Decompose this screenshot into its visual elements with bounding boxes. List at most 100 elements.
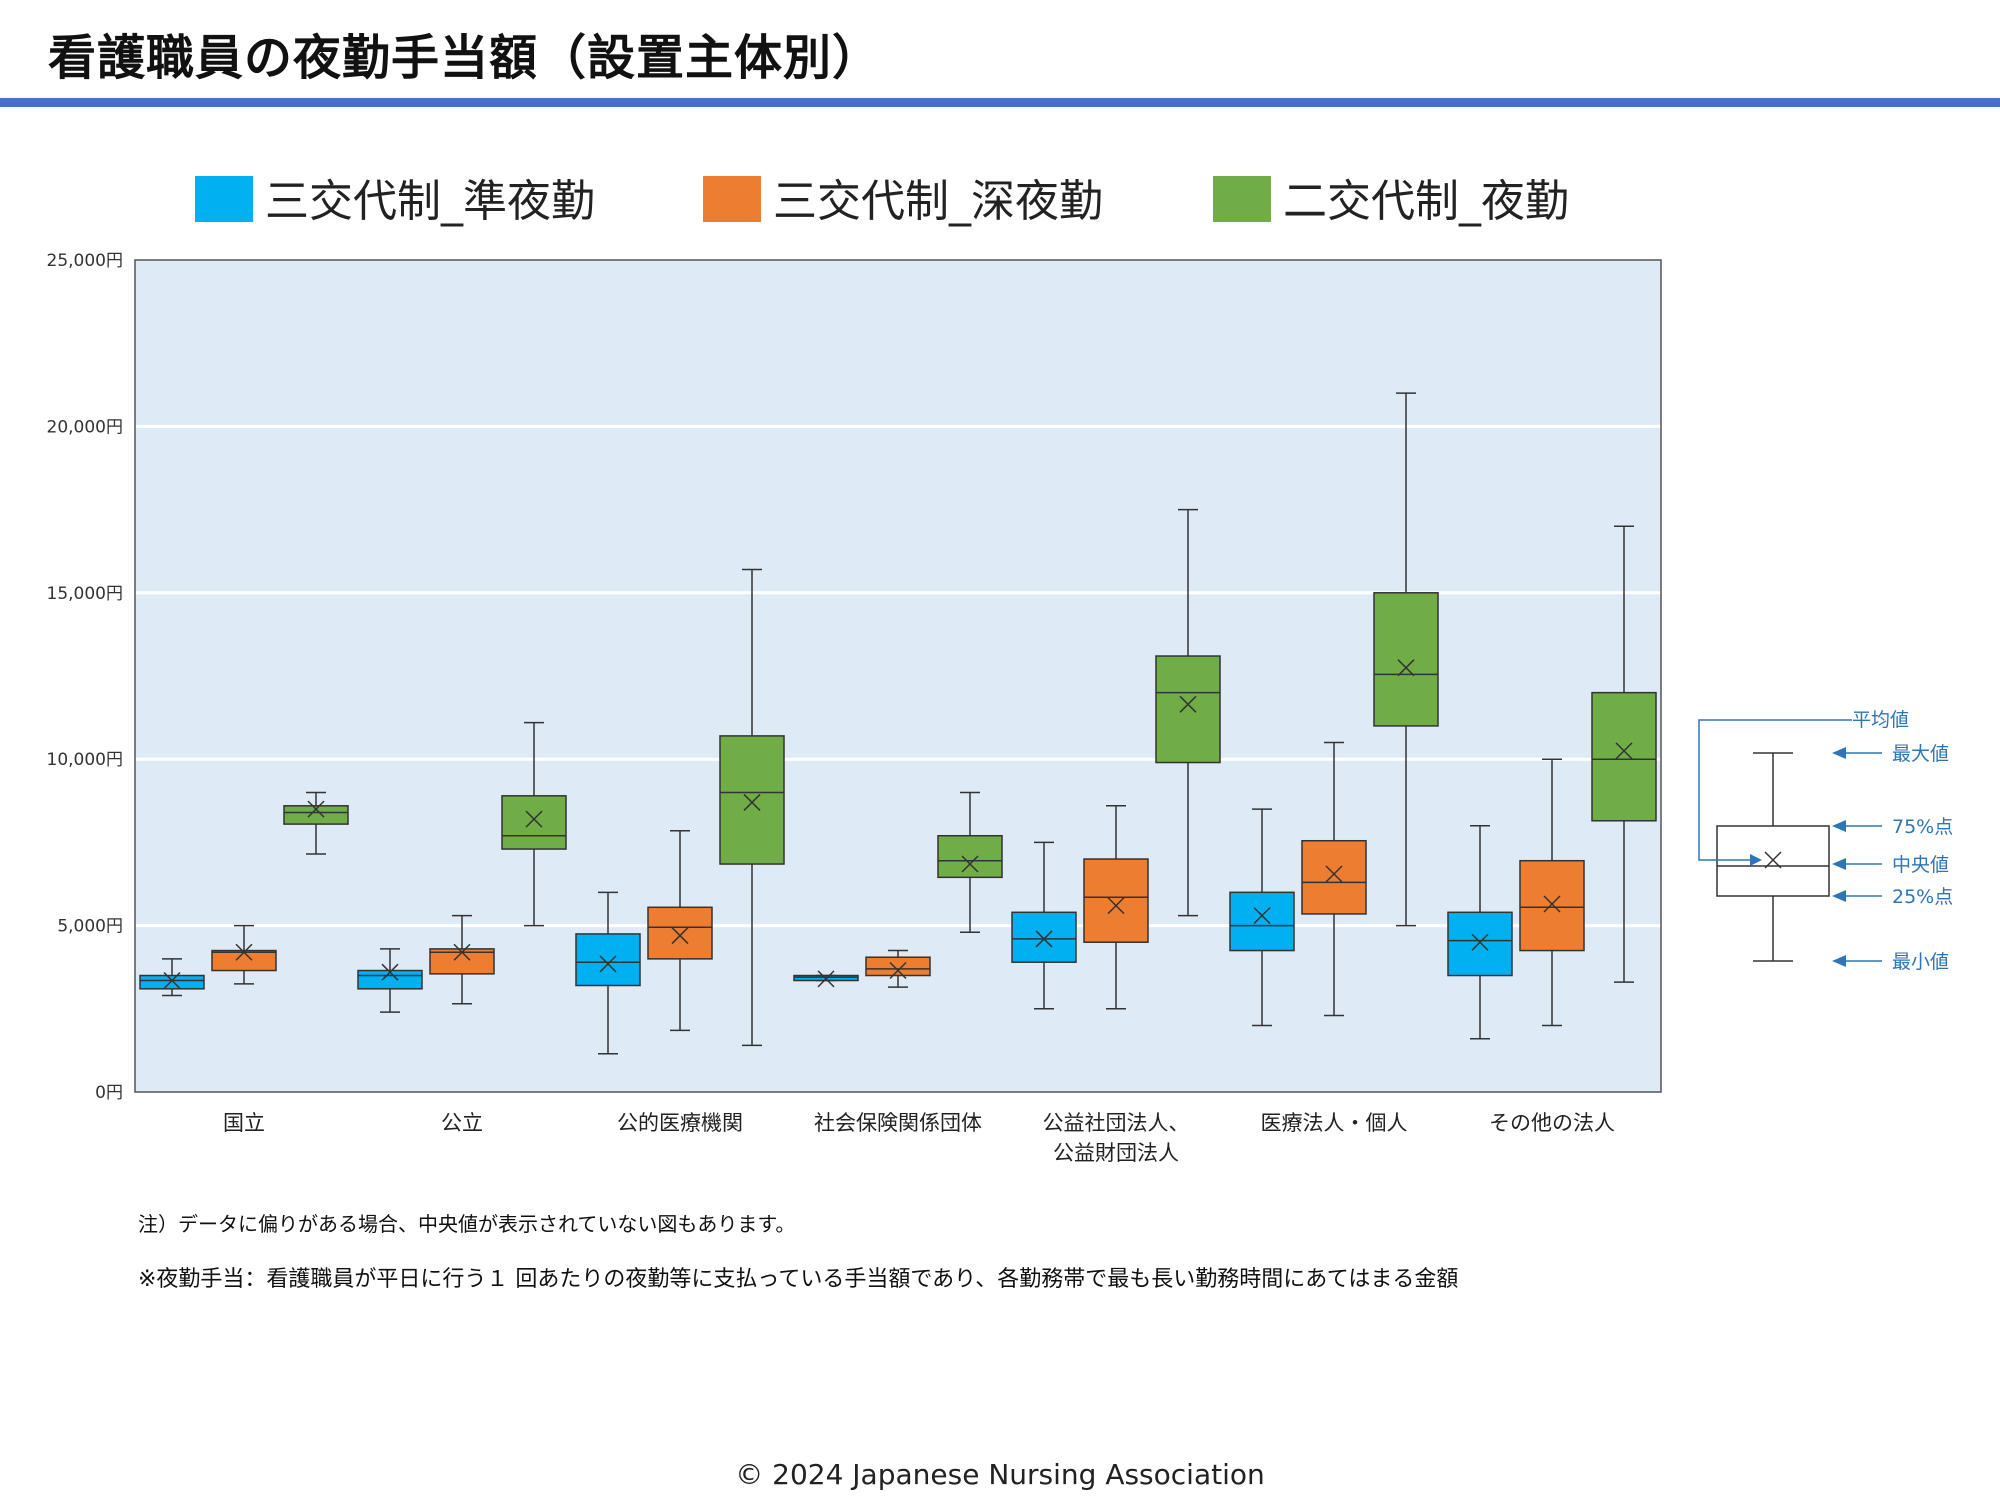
- mean-marker: [599, 955, 617, 973]
- box-iqr: [357, 969, 423, 990]
- box-iqr: [1155, 655, 1221, 764]
- guide-label-q3: 75%点: [1892, 816, 1953, 838]
- mean-marker: [671, 927, 689, 945]
- mean-marker: [1325, 865, 1343, 883]
- box-iqr: [1447, 911, 1513, 977]
- guide-label-median: 中央値: [1892, 854, 1949, 876]
- mean-marker: [1179, 695, 1197, 713]
- notes: 注）データに偏りがある場合、中央値が表示されていない図もあります。 ※夜勤手当：…: [138, 1208, 1458, 1293]
- x-tick-label: 公的医療機関: [617, 1111, 743, 1135]
- box-cat2-s1: [647, 830, 713, 1032]
- mean-marker: [1035, 930, 1053, 948]
- box-cat1-s0: [357, 948, 423, 1013]
- box-iqr: [647, 906, 713, 960]
- guide-box: [1716, 752, 1830, 962]
- page-title: 看護職員の夜勤手当額（設置主体別）: [48, 30, 882, 86]
- boxes: [139, 392, 1657, 1055]
- x-tick-label: 医療法人・個人: [1261, 1111, 1408, 1135]
- arrow-icon: [1832, 890, 1846, 902]
- arrow-icon: [1832, 955, 1846, 967]
- guide-mean: [1764, 851, 1782, 869]
- box-iqr: [1301, 839, 1367, 915]
- box-iqr: [1229, 891, 1295, 952]
- box-cat4-s0: [1011, 841, 1077, 1010]
- y-tick-label: 25,000円: [47, 251, 123, 271]
- box-iqr: [1083, 858, 1149, 943]
- x-tick-label: 公益財団法人: [1053, 1141, 1179, 1165]
- mean-marker: [307, 800, 325, 818]
- mean-marker: [1471, 933, 1489, 951]
- box-cat6-s2: [1591, 525, 1657, 983]
- mean-marker: [889, 961, 907, 980]
- box-cat5-s1: [1301, 741, 1367, 1017]
- mean-marker: [1107, 897, 1125, 915]
- y-tick-label: 5,000円: [57, 917, 123, 937]
- box-iqr: [211, 949, 277, 972]
- mean-marker: [381, 963, 399, 981]
- legend-label: 三交代制_深夜勤: [773, 176, 1103, 227]
- legend-swatch: [703, 176, 761, 222]
- guide-label-mean: 平均値: [1852, 709, 1909, 731]
- x-tick-label: 公益社団法人、: [1043, 1111, 1190, 1135]
- x-tick-label: 国立: [223, 1111, 265, 1135]
- box-plot-chart: 三交代制_準夜勤 三交代制_深夜勤 二交代制_夜勤 0円 5,000円 10,000円 1…: [47, 176, 1953, 1165]
- plot-frame: [134, 259, 1662, 1093]
- guide-label-max: 最大値: [1892, 743, 1949, 765]
- chart-legend: 三交代制_準夜勤 三交代制_深夜勤 二交代制_夜勤: [195, 176, 1569, 227]
- box-cat5-s2: [1373, 392, 1439, 927]
- arrow-icon: [1832, 858, 1846, 870]
- y-axis: 0円 5,000円 10,000円 15,000円 20,000円 25,000円: [47, 251, 123, 1103]
- arrow-icon: [1832, 820, 1846, 832]
- mean-marker: [961, 855, 979, 873]
- mean-marker: [817, 970, 835, 988]
- mean-marker: [163, 971, 181, 990]
- box-cat4-s1: [1083, 805, 1149, 1010]
- legend-swatch: [1213, 176, 1271, 222]
- legend-label: 二交代制_夜勤: [1283, 176, 1569, 227]
- y-tick-label: 0円: [95, 1083, 123, 1103]
- mean-marker: [1543, 895, 1561, 913]
- guide-label-min: 最小値: [1892, 951, 1949, 973]
- box-iqr: [1591, 691, 1657, 822]
- box-cat3-s1: [865, 949, 931, 988]
- x-tick-label: その他の法人: [1489, 1111, 1615, 1135]
- mean-marker: [743, 793, 761, 811]
- mean-marker: [1397, 659, 1415, 677]
- guide-mean-connector: [1698, 719, 1852, 861]
- box-iqr: [1373, 592, 1439, 727]
- box-cat0-s0: [139, 958, 205, 997]
- mean-marker: [525, 810, 543, 828]
- box-cat3-s0: [793, 970, 859, 988]
- arrow-icon: [1832, 747, 1846, 759]
- box-iqr: [575, 933, 641, 987]
- mean-marker: [235, 943, 253, 961]
- box-cat6-s0: [1447, 825, 1513, 1040]
- mean-marker: [1253, 907, 1271, 925]
- box-cat1-s1: [429, 914, 495, 1005]
- legend-swatch: [195, 176, 253, 222]
- box-iqr: [283, 805, 349, 825]
- box-iqr: [937, 834, 1003, 879]
- mean-marker: [453, 943, 471, 961]
- y-tick-label: 20,000円: [47, 417, 123, 437]
- box-iqr: [501, 795, 567, 850]
- x-axis: 国立 公立 公的医療機関 社会保険関係団体 公益社団法人、公益財団法人 医療法人・個人 その…: [223, 1111, 1615, 1165]
- box-cat2-s0: [575, 891, 641, 1055]
- box-cat4-s2: [1155, 508, 1221, 917]
- mean-marker: [1615, 742, 1633, 760]
- note-definition: ※夜勤手当：看護職員が平日に行う１ 回あたりの夜勤等に支払っている手当額であり、…: [138, 1267, 1459, 1292]
- x-tick-label: 社会保険関係団体: [814, 1111, 982, 1135]
- arrow-icon: [1750, 854, 1762, 866]
- box-cat2-s2: [719, 568, 785, 1047]
- box-iqr: [1011, 911, 1077, 963]
- guide-label-q1: 25%点: [1892, 886, 1953, 908]
- note-median: 注）データに偏りがある場合、中央値が表示されていない図もあります。: [138, 1212, 796, 1236]
- box-iqr: [1519, 859, 1585, 952]
- title-rule: [0, 98, 2000, 107]
- box-cat0-s2: [283, 791, 349, 855]
- box-cat1-s2: [501, 721, 567, 927]
- box-iqr: [139, 974, 205, 990]
- box-iqr: [719, 735, 785, 865]
- copyright-footer: © 2024 Japanese Nursing Association: [735, 1458, 1265, 1491]
- box-cat6-s1: [1519, 758, 1585, 1027]
